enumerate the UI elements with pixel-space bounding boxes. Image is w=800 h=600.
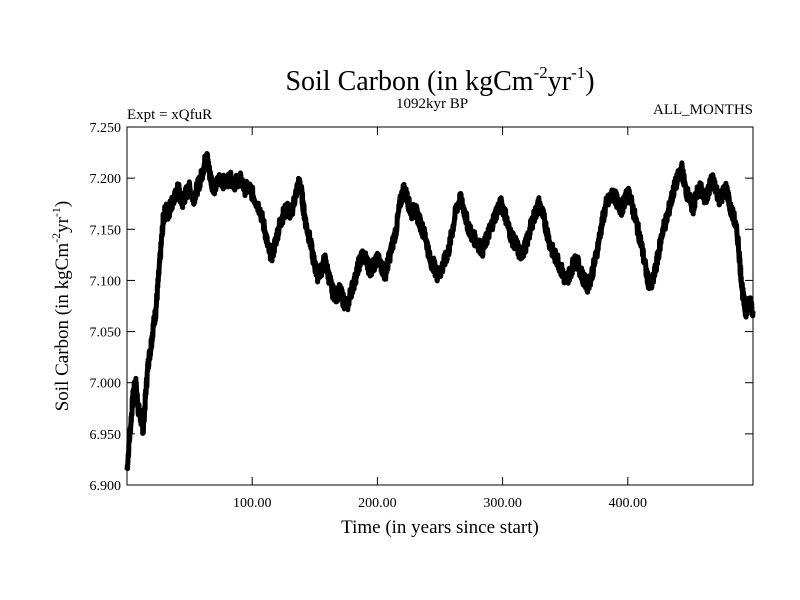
y-axis-label-base: Soil Carbon (in kgCm xyxy=(52,243,73,412)
chart-title: Soil Carbon (in kgCm-2yr-1) xyxy=(285,63,594,97)
x-tick-label: 100.00 xyxy=(233,496,272,511)
chart-title-mid: yr xyxy=(548,66,572,97)
x-tick-label: 400.00 xyxy=(609,496,648,511)
chart-title-end: ) xyxy=(585,66,594,97)
y-tick-label: 7.250 xyxy=(90,121,122,136)
y-axis-label-sup1: -2 xyxy=(49,233,63,243)
x-tick-label: 300.00 xyxy=(483,496,522,511)
chart-title-sup2: -1 xyxy=(571,63,585,82)
y-axis-label-sup2: -1 xyxy=(49,207,63,217)
y-tick-label: 7.200 xyxy=(90,172,122,187)
months-label: ALL_MONTHS xyxy=(653,102,753,118)
y-axis-label-mid: yr xyxy=(52,216,73,233)
x-axis-ticks: 100.00 200.00 300.00 400.00 xyxy=(233,127,647,511)
y-tick-label: 7.100 xyxy=(90,274,122,289)
x-tick-label: 200.00 xyxy=(358,496,397,511)
experiment-label: Expt = xQfuR xyxy=(127,107,212,123)
y-axis-label-end: ) xyxy=(52,201,73,207)
y-tick-label: 7.000 xyxy=(90,377,122,392)
y-tick-label: 6.950 xyxy=(90,428,122,443)
y-axis-label: Soil Carbon (in kgCm-2yr-1) xyxy=(49,201,73,412)
y-axis-ticks: 6.900 6.950 7.000 7.050 7.100 7.150 7.200 7.250 xyxy=(90,121,753,494)
y-tick-label: 7.150 xyxy=(90,223,122,238)
series-line-soil-carbon xyxy=(124,151,756,472)
chart-title-base: Soil Carbon (in kgCm xyxy=(285,66,533,97)
chart-title-sup1: -2 xyxy=(534,63,548,82)
period-label: 1092kyr BP xyxy=(396,96,468,112)
x-axis-label: Time (in years since start) xyxy=(341,517,539,538)
y-tick-label: 7.050 xyxy=(90,326,122,341)
y-tick-label: 6.900 xyxy=(90,479,122,494)
